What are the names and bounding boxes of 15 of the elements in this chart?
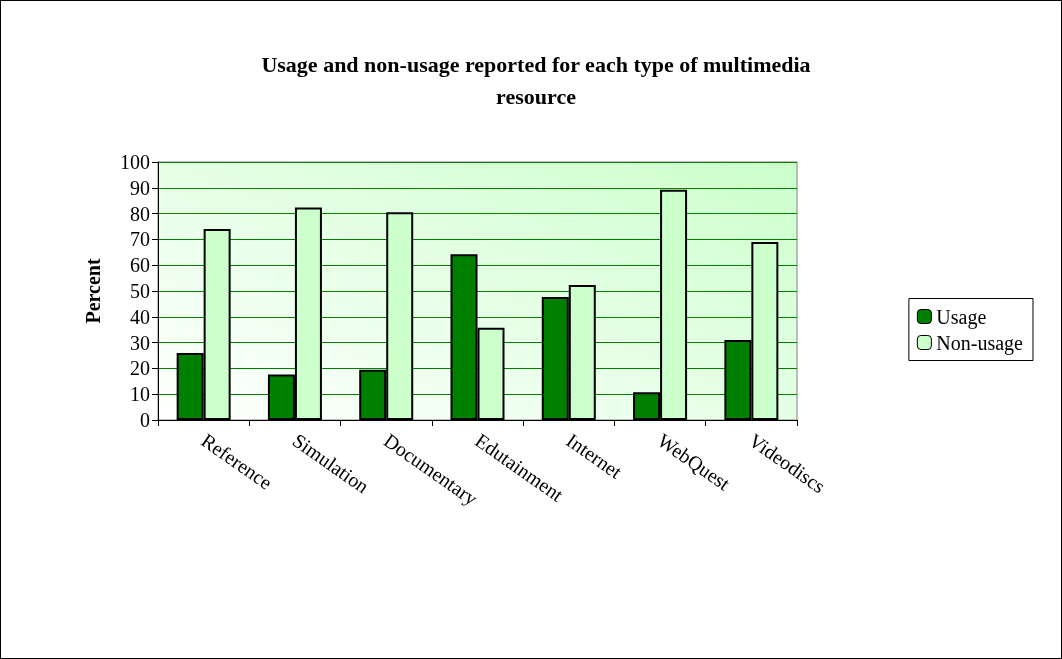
y-tick-label: 70 [130,228,150,251]
y-tick-label: 60 [130,254,150,277]
y-tick-label: 100 [120,151,150,173]
y-tick-label: 50 [130,280,150,302]
legend-label: Usage [936,305,987,329]
y-tick-label: 10 [130,383,150,406]
y-tick-label: 0 [140,409,150,431]
y-tick-label: 20 [130,357,150,380]
y-tick-label: 30 [130,331,150,354]
y-tick-label: 40 [130,305,150,328]
y-tick-label: 90 [130,176,150,199]
y-tick-label: 80 [130,202,150,225]
y-axis-title: Percent [82,258,104,324]
legend-label: Non-usage [936,331,1024,355]
chart-title: Usage and non-usage reported for each type of multimedia resource [261,51,811,109]
